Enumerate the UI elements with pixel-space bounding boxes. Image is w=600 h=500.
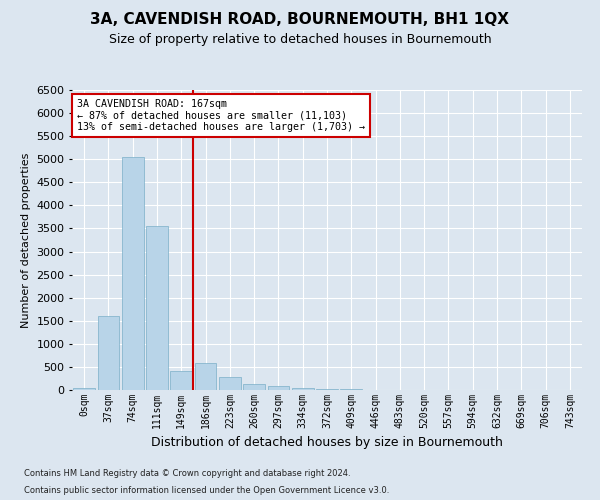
- Bar: [243, 384, 265, 390]
- Bar: [146, 226, 168, 390]
- Text: 3A CAVENDISH ROAD: 167sqm
← 87% of detached houses are smaller (11,103)
13% of s: 3A CAVENDISH ROAD: 167sqm ← 87% of detac…: [77, 99, 365, 132]
- X-axis label: Distribution of detached houses by size in Bournemouth: Distribution of detached houses by size …: [151, 436, 503, 450]
- Bar: [340, 389, 362, 390]
- Bar: [97, 316, 119, 390]
- Text: Contains public sector information licensed under the Open Government Licence v3: Contains public sector information licen…: [24, 486, 389, 495]
- Text: Contains HM Land Registry data © Crown copyright and database right 2024.: Contains HM Land Registry data © Crown c…: [24, 468, 350, 477]
- Bar: [219, 377, 241, 390]
- Bar: [122, 157, 143, 390]
- Bar: [73, 388, 95, 390]
- Bar: [170, 370, 192, 390]
- Y-axis label: Number of detached properties: Number of detached properties: [20, 152, 31, 328]
- Bar: [268, 386, 289, 390]
- Bar: [292, 388, 314, 390]
- Bar: [194, 363, 217, 390]
- Text: Size of property relative to detached houses in Bournemouth: Size of property relative to detached ho…: [109, 32, 491, 46]
- Bar: [316, 388, 338, 390]
- Text: 3A, CAVENDISH ROAD, BOURNEMOUTH, BH1 1QX: 3A, CAVENDISH ROAD, BOURNEMOUTH, BH1 1QX: [91, 12, 509, 28]
